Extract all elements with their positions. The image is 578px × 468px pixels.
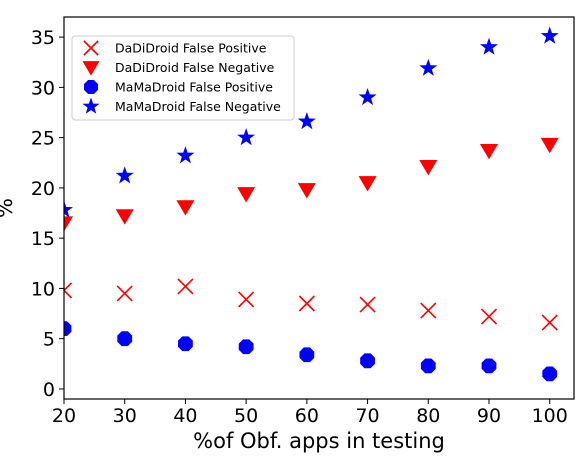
data-point [115,166,134,184]
y-tick-label: 20 [31,178,55,200]
legend-marker [83,40,99,56]
x-axis-label: %of Obf. apps in testing [193,429,445,453]
y-tick-label: 15 [31,228,55,250]
y-axis: 0 5 10 15 20 25 30 35 [31,27,64,401]
data-point [297,112,316,130]
data-point [238,291,255,308]
data-marks [64,26,559,382]
legend-marker [82,61,100,76]
y-tick-label: 25 [31,128,55,150]
x-tick-label: 40 [173,405,197,427]
data-point [178,336,193,352]
data-point [237,187,256,203]
series-1 [64,137,559,232]
data-point [117,331,133,347]
data-point [64,200,73,218]
legend-box [71,35,295,121]
data-point [176,200,195,216]
x-tick-label: 100 [532,405,568,427]
legend-entry: DaDiDroid False Positive [115,41,267,56]
data-point [64,321,72,337]
y-tick-label: 35 [31,27,55,49]
x-tick-label: 70 [355,405,379,427]
legend: DaDiDroid False Positive DaDiDroid False … [71,35,295,121]
data-point [238,339,254,355]
y-tick-label: 30 [31,77,55,99]
x-tick-label: 50 [234,405,258,427]
data-point [358,176,377,192]
x-tick-label: 90 [477,405,501,427]
y-tick-label: 5 [43,329,55,351]
plot-frame [63,16,575,400]
data-point [541,314,558,331]
data-point [480,143,498,160]
legend-marker [83,79,99,95]
data-point [420,302,437,319]
y-axis-label: % [0,198,17,218]
data-point [419,160,438,176]
x-axis: 20 30 40 50 60 70 80 90 100 [52,399,568,427]
legend-entry: DaDiDroid False Negative [115,60,275,75]
data-point [116,285,133,302]
data-point [115,209,134,225]
data-point [297,183,316,199]
data-point [542,366,558,382]
x-tick-label: 30 [113,405,137,427]
data-point [64,216,73,232]
data-point [64,282,73,299]
y-tick-label: 10 [31,278,55,300]
data-point [540,137,559,154]
series-0 [64,278,558,331]
data-point [480,37,498,55]
data-point [359,296,376,313]
series-3 [64,26,559,218]
data-point [480,308,498,325]
data-point [481,358,497,374]
data-point [419,58,438,76]
x-tick-label: 80 [416,405,440,427]
x-tick-label: 60 [295,405,319,427]
data-point [237,128,256,146]
data-point [358,87,377,106]
x-tick-label: 20 [52,405,76,427]
data-point [360,353,375,369]
data-point [176,146,195,164]
legend-marker [82,97,100,114]
legend-entry: MaMaDroid False Positive [115,80,273,95]
data-point [298,295,315,312]
data-point [420,358,436,374]
y-tick-label: 0 [43,379,55,401]
legend-entry: MaMaDroid False Negative [115,99,281,114]
data-point [540,26,559,44]
data-point [177,278,194,295]
series-2 [64,321,558,382]
data-point [299,347,315,363]
